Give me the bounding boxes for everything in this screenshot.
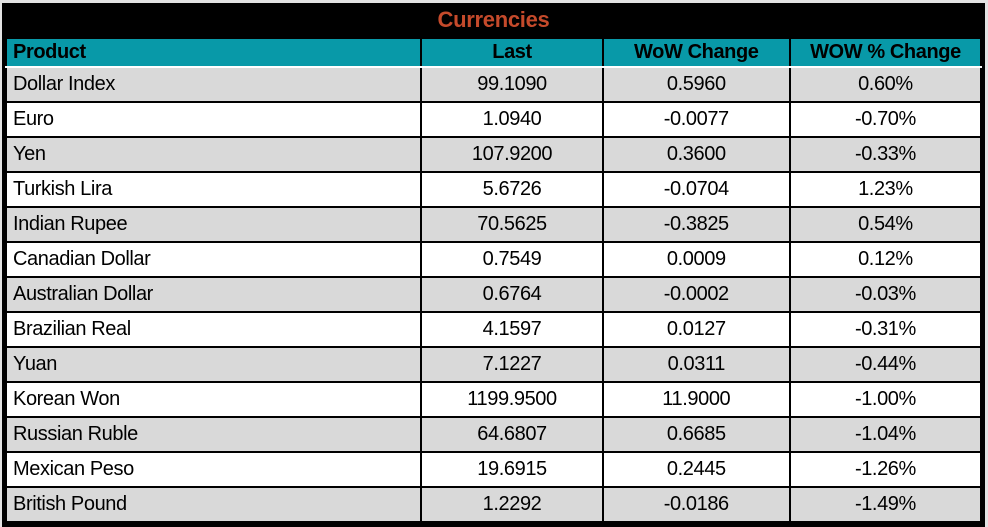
product-cell: Euro — [4, 101, 423, 138]
table-row: Mexican Peso 19.6915 0.2445 -1.26% — [4, 451, 983, 488]
product-cell: Yuan — [4, 346, 423, 383]
wow-change-cell: -0.0186 — [601, 486, 791, 523]
last-cell: 107.9200 — [420, 136, 604, 173]
product-cell: Russian Ruble — [4, 416, 423, 453]
table-row: Australian Dollar 0.6764 -0.0002 -0.03% — [4, 276, 983, 313]
wow-pct-change-cell: -0.33% — [788, 136, 983, 173]
last-cell: 1.0940 — [420, 101, 604, 138]
last-cell: 70.5625 — [420, 206, 604, 243]
last-cell: 1.2292 — [420, 486, 604, 523]
table-row: Dollar Index 99.1090 0.5960 0.60% — [4, 66, 983, 103]
wow-change-cell: 0.3600 — [601, 136, 791, 173]
product-cell: Mexican Peso — [4, 451, 423, 488]
last-cell: 0.7549 — [420, 241, 604, 278]
wow-change-cell: 0.0127 — [601, 311, 791, 348]
wow-pct-change-cell: 0.12% — [788, 241, 983, 278]
wow-change-cell: -0.0077 — [601, 101, 791, 138]
wow-change-cell: 0.0009 — [601, 241, 791, 278]
product-cell: Yen — [4, 136, 423, 173]
product-cell: Canadian Dollar — [4, 241, 423, 278]
product-cell: Dollar Index — [4, 66, 423, 103]
last-cell: 99.1090 — [420, 66, 604, 103]
wow-pct-change-cell: 1.23% — [788, 171, 983, 208]
wow-pct-change-cell: -1.04% — [788, 416, 983, 453]
wow-change-cell: 0.0311 — [601, 346, 791, 383]
last-cell: 19.6915 — [420, 451, 604, 488]
wow-change-cell: -0.3825 — [601, 206, 791, 243]
wow-pct-change-cell: -0.03% — [788, 276, 983, 313]
last-cell: 1199.9500 — [420, 381, 604, 418]
last-cell: 7.1227 — [420, 346, 604, 383]
last-cell: 0.6764 — [420, 276, 604, 313]
wow-pct-change-cell: -0.44% — [788, 346, 983, 383]
column-header-product: Product — [4, 37, 423, 68]
table-row: Russian Ruble 64.6807 0.6685 -1.04% — [4, 416, 983, 453]
table-body: Dollar Index 99.1090 0.5960 0.60% Euro 1.0940… — [4, 66, 983, 523]
wow-pct-change-cell: -0.70% — [788, 101, 983, 138]
wow-pct-change-cell: 0.60% — [788, 66, 983, 103]
table-row: Yuan 7.1227 0.0311 -0.44% — [4, 346, 983, 383]
product-cell: Australian Dollar — [4, 276, 423, 313]
table-row: Canadian Dollar 0.7549 0.0009 0.12% — [4, 241, 983, 278]
title-bar: Currencies — [5, 3, 982, 37]
product-cell: Brazilian Real — [4, 311, 423, 348]
product-cell: Korean Won — [4, 381, 423, 418]
wow-change-cell: -0.0002 — [601, 276, 791, 313]
product-cell: British Pound — [4, 486, 423, 523]
wow-pct-change-cell: -0.31% — [788, 311, 983, 348]
wow-pct-change-cell: 0.54% — [788, 206, 983, 243]
wow-pct-change-cell: -1.00% — [788, 381, 983, 418]
table-title: Currencies — [437, 7, 550, 32]
wow-pct-change-cell: -1.26% — [788, 451, 983, 488]
last-cell: 4.1597 — [420, 311, 604, 348]
table-row: Korean Won 1199.9500 11.9000 -1.00% — [4, 381, 983, 418]
header-row: Product Last WoW Change WOW % Change — [4, 37, 983, 68]
wow-change-cell: -0.0704 — [601, 171, 791, 208]
last-cell: 5.6726 — [420, 171, 604, 208]
table-row: Euro 1.0940 -0.0077 -0.70% — [4, 101, 983, 138]
wow-change-cell: 11.9000 — [601, 381, 791, 418]
last-cell: 64.6807 — [420, 416, 604, 453]
product-cell: Indian Rupee — [4, 206, 423, 243]
table-row: Indian Rupee 70.5625 -0.3825 0.54% — [4, 206, 983, 243]
column-header-last: Last — [420, 37, 604, 68]
wow-change-cell: 0.5960 — [601, 66, 791, 103]
table-row: Yen 107.9200 0.3600 -0.33% — [4, 136, 983, 173]
wow-change-cell: 0.6685 — [601, 416, 791, 453]
column-header-wow-pct-change: WOW % Change — [788, 37, 983, 68]
column-header-wow-change: WoW Change — [601, 37, 791, 68]
wow-pct-change-cell: -1.49% — [788, 486, 983, 523]
table-row: Brazilian Real 4.1597 0.0127 -0.31% — [4, 311, 983, 348]
wow-change-cell: 0.2445 — [601, 451, 791, 488]
table-row: British Pound 1.2292 -0.0186 -1.49% — [4, 486, 983, 523]
currencies-table: Product Last WoW Change WOW % Change Dol… — [4, 37, 983, 523]
product-cell: Turkish Lira — [4, 171, 423, 208]
table-row: Turkish Lira 5.6726 -0.0704 1.23% — [4, 171, 983, 208]
table-wrap: Product Last WoW Change WOW % Change Dol… — [4, 37, 983, 523]
